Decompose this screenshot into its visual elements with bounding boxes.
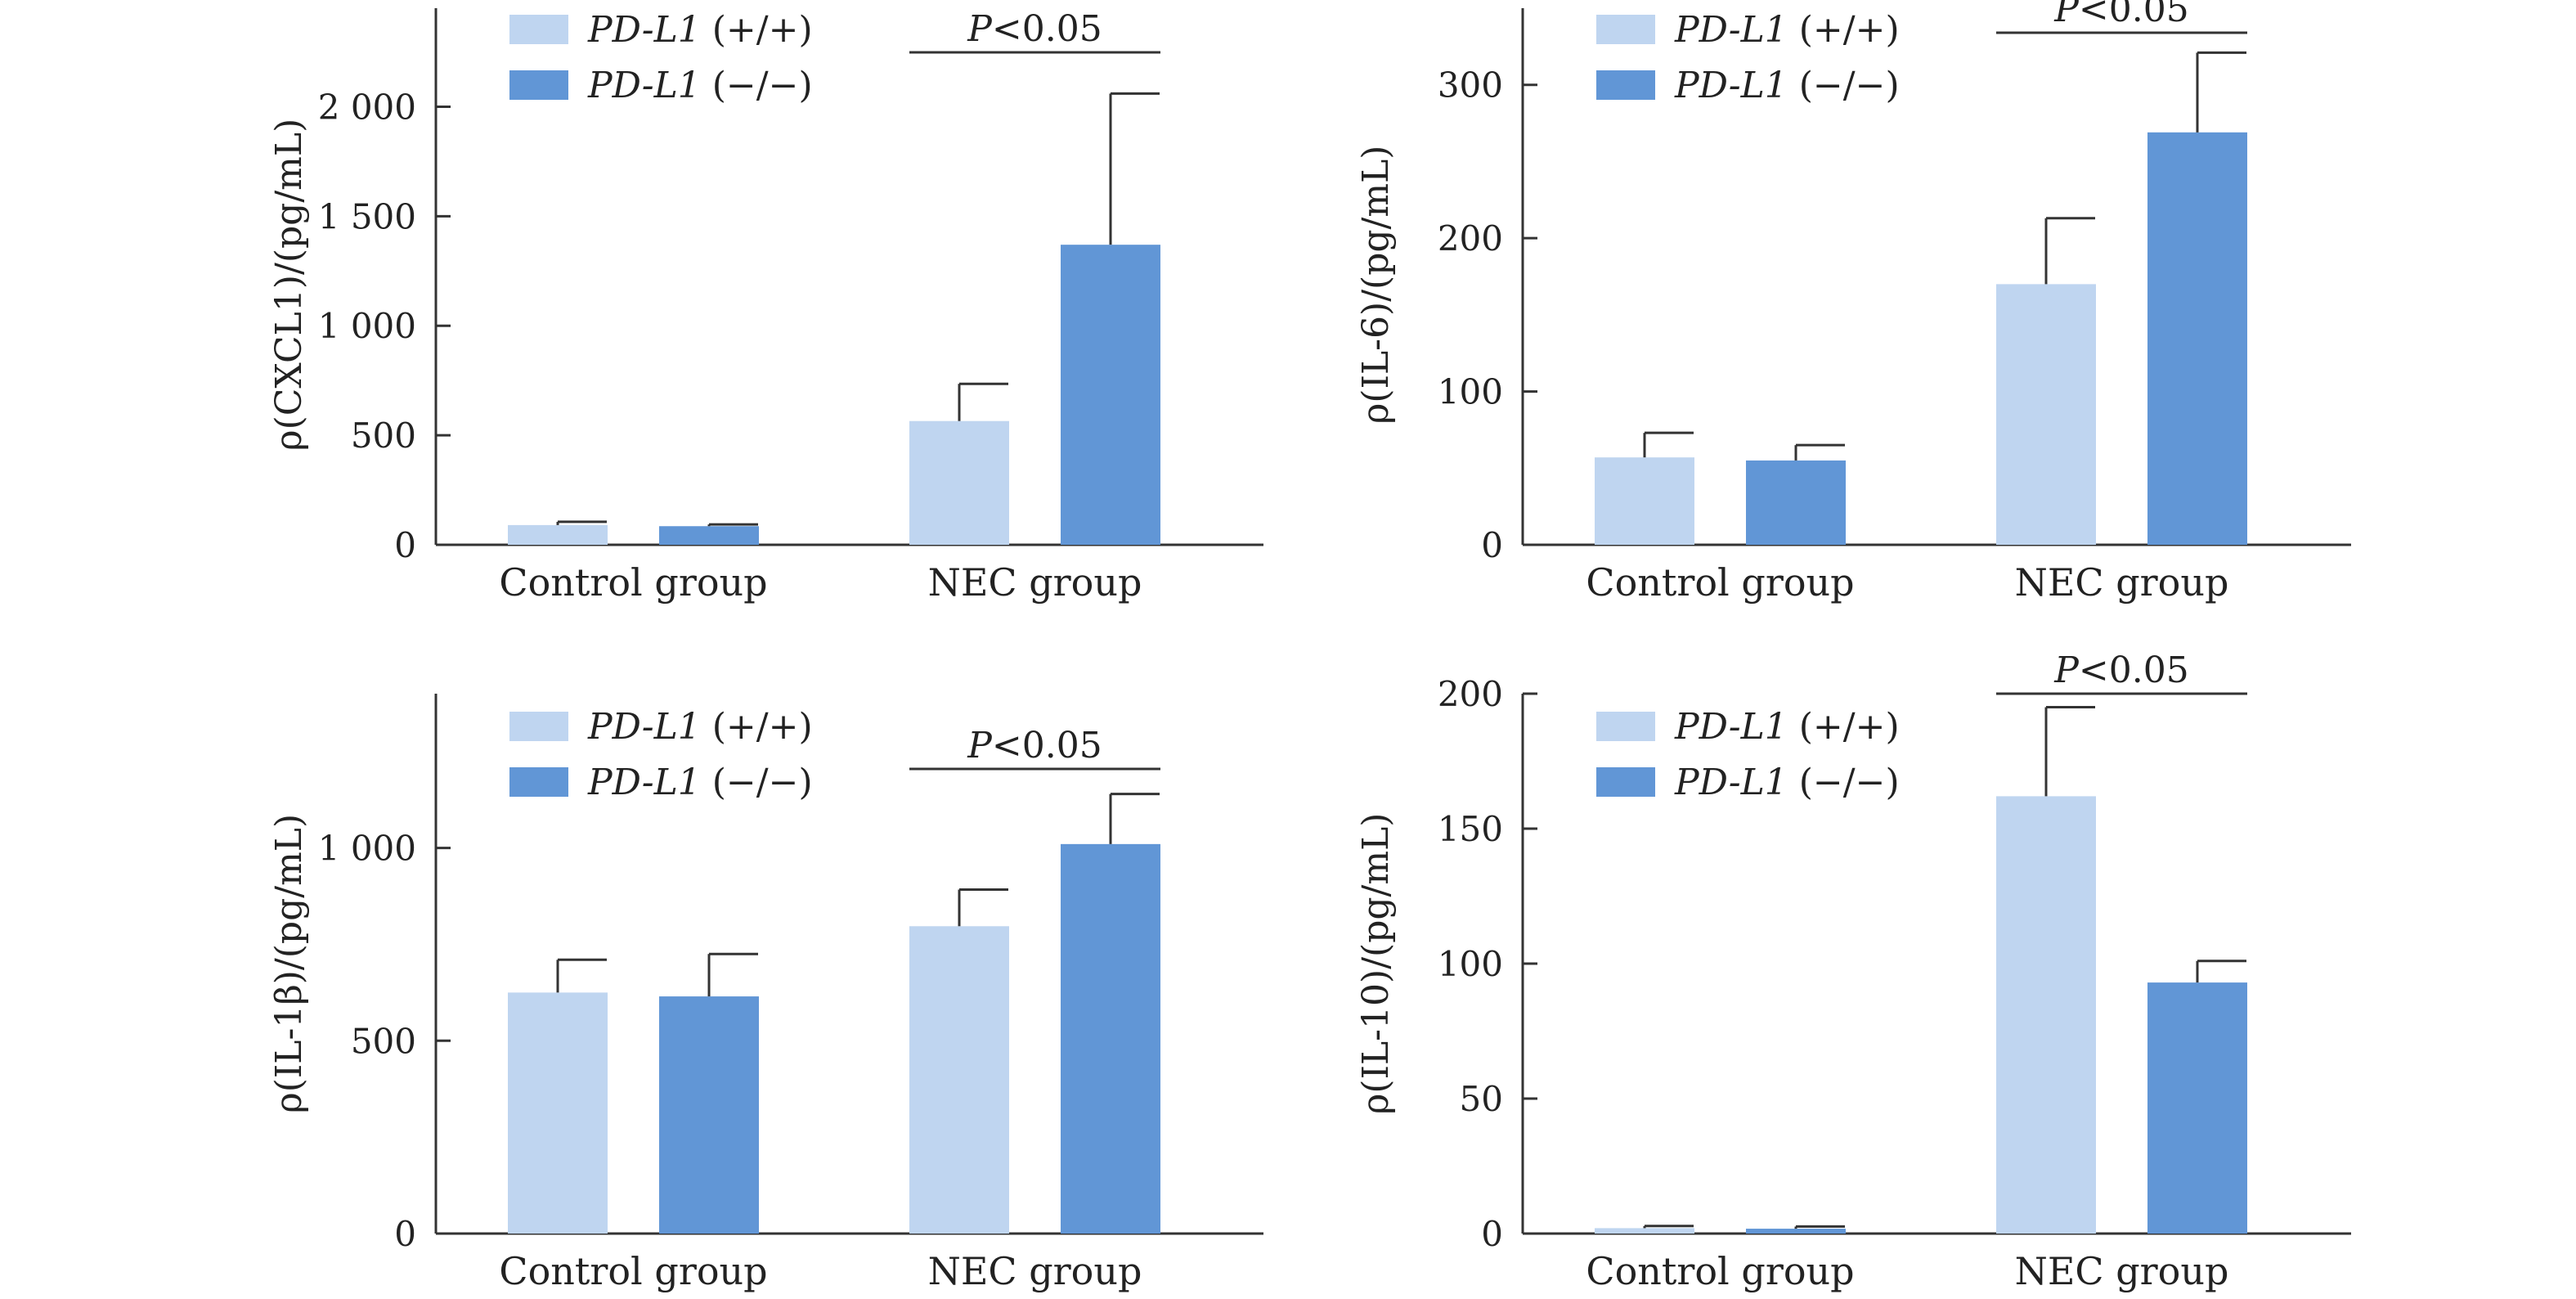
y-tick-label: 500: [351, 1021, 416, 1061]
bar-control-group-series-1: [508, 524, 608, 545]
chart-il6: 0 100 200 300 ρ(IL-6)/(pg/mL) Control group NE…: [1355, 0, 2351, 605]
legend-swatch: [1596, 767, 1655, 797]
legend-swatch: [1596, 712, 1655, 741]
y-tick-label: 0: [394, 1214, 416, 1254]
category-label: Control group: [499, 560, 767, 605]
category-label: NEC group: [2015, 1249, 2229, 1293]
y-tick-label: 100: [1438, 944, 1503, 984]
y-tick-label: 100: [1438, 372, 1503, 412]
chart-il10: 0 50 100 150 200 ρ(IL-10)/(pg/mL) Control grou…: [1355, 650, 2351, 1293]
significance-label: P<0.05: [967, 725, 1102, 766]
legend-swatch: [509, 767, 568, 797]
category-label: Control group: [1586, 560, 1854, 605]
y-tick-label: 200: [1438, 218, 1503, 258]
bar-control-group-series-2: [1746, 460, 1846, 545]
bar-nec-group-series-2: [2147, 982, 2247, 1234]
bar-control-group-series-1: [508, 992, 608, 1234]
y-tick-label: 0: [1481, 525, 1503, 565]
y-axis-label: ρ(IL-1β)/(pg/mL): [268, 814, 310, 1113]
bar-control-group-series-2: [1746, 1229, 1846, 1234]
legend-swatch: [509, 70, 568, 100]
legend-swatch: [509, 15, 568, 44]
y-tick-label: 1 500: [318, 196, 416, 236]
significance-label: P<0.05: [2053, 0, 2188, 30]
y-tick-label: 0: [394, 525, 416, 565]
category-label: Control group: [499, 1249, 767, 1293]
bar-control-group-series-2: [659, 526, 759, 545]
bar-nec-group-series-2: [2147, 132, 2247, 545]
bar-nec-group-series-1: [909, 420, 1009, 545]
legend-label: PD-L1 (+/+): [587, 9, 813, 51]
significance-label: P<0.05: [2053, 650, 2188, 691]
y-axis-label: ρ(CXCL1)/(pg/mL): [268, 119, 310, 452]
y-tick-label: 2 000: [318, 87, 416, 127]
y-tick-label: 500: [351, 416, 416, 456]
y-axis-label: ρ(IL-6)/(pg/mL): [1355, 146, 1397, 425]
legend-swatch: [509, 712, 568, 741]
y-axis-label: ρ(IL-10)/(pg/mL): [1355, 813, 1397, 1115]
significance-label: P<0.05: [967, 8, 1102, 50]
y-tick-label: 50: [1460, 1079, 1503, 1119]
y-tick-label: 1 000: [318, 306, 416, 346]
bar-control-group-series-1: [1595, 1228, 1694, 1234]
bar-nec-group-series-1: [1996, 284, 2096, 545]
y-tick-label: 150: [1438, 809, 1503, 849]
legend-label: PD-L1 (−/−): [587, 762, 813, 803]
category-label: NEC group: [2015, 560, 2229, 605]
legend-label: PD-L1 (−/−): [587, 65, 813, 106]
legend-label: PD-L1 (+/+): [1674, 706, 1900, 748]
bar-nec-group-series-1: [1996, 796, 2096, 1234]
y-tick-label: 300: [1438, 65, 1503, 106]
bar-control-group-series-2: [659, 996, 759, 1234]
bar-nec-group-series-2: [1061, 245, 1160, 545]
legend-swatch: [1596, 70, 1655, 100]
y-tick-label: 200: [1438, 674, 1503, 714]
legend-swatch: [1596, 15, 1655, 44]
bar-nec-group-series-2: [1061, 843, 1160, 1234]
bar-control-group-series-1: [1595, 457, 1694, 545]
y-tick-label: 0: [1481, 1214, 1503, 1254]
category-label: NEC group: [928, 560, 1142, 605]
y-tick-label: 1 000: [318, 829, 416, 869]
legend-label: PD-L1 (+/+): [1674, 9, 1900, 51]
legend-label: PD-L1 (−/−): [1674, 762, 1900, 803]
legend-label: PD-L1 (+/+): [587, 706, 813, 748]
bar-nec-group-series-1: [909, 926, 1009, 1234]
category-label: NEC group: [928, 1249, 1142, 1293]
category-label: Control group: [1586, 1249, 1854, 1293]
legend-label: PD-L1 (−/−): [1674, 65, 1900, 106]
